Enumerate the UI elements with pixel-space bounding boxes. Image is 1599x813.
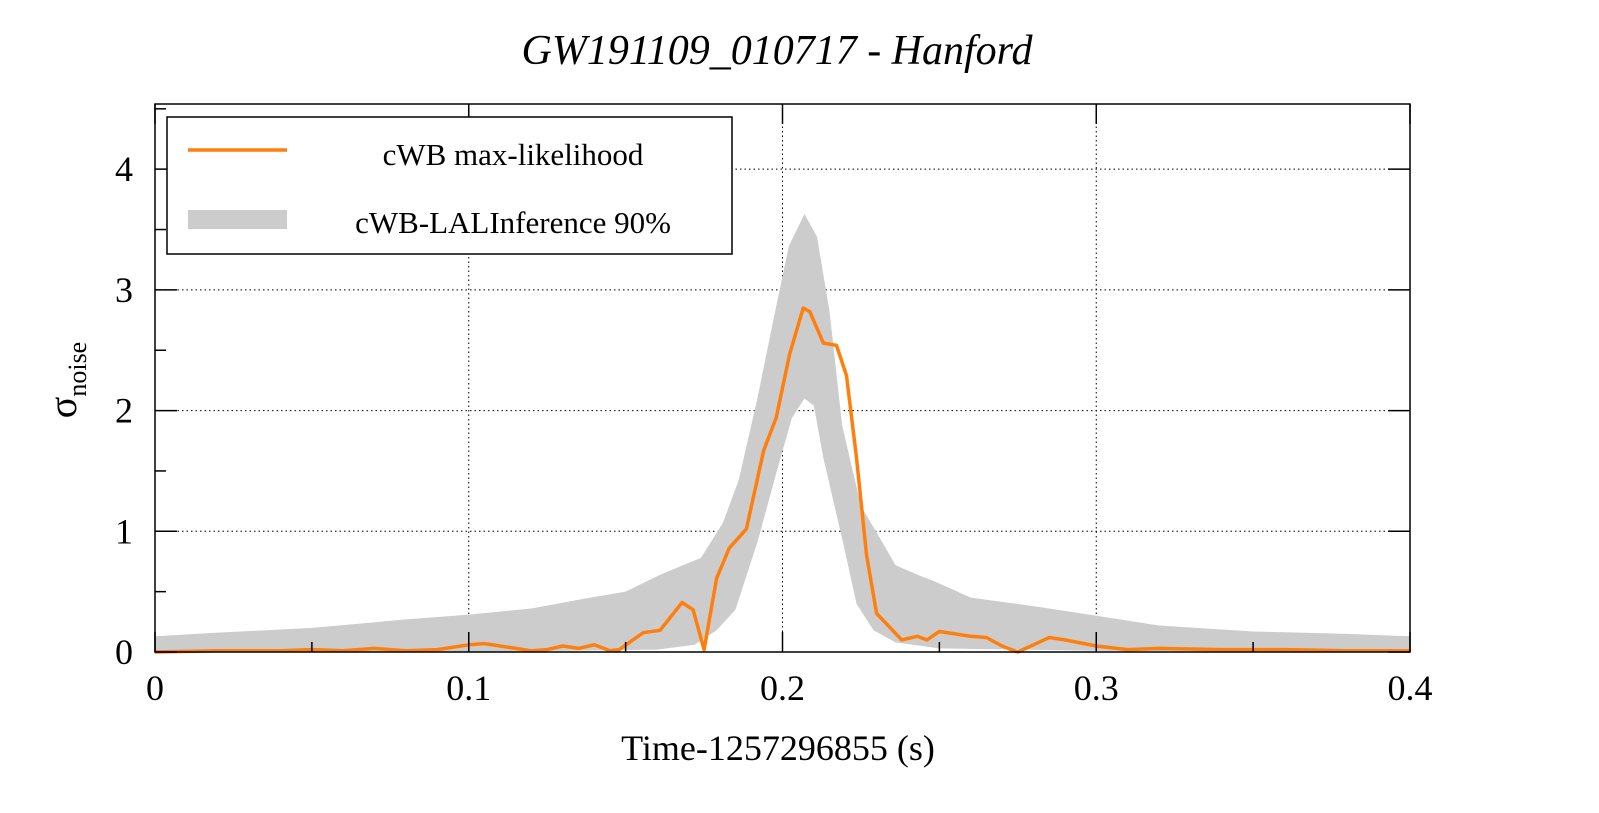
max-likelihood-line [154,306,1410,654]
legend-band-swatch [188,210,287,229]
x-tick-label: 0.3 [1074,668,1119,708]
x-tick-labels: 0 0.1 0.2 0.3 0.4 [146,668,1433,708]
legend-label-line: cWB max-likelihood [383,137,644,172]
line-layer [154,306,1410,654]
y-tick-label: 0 [115,632,133,672]
legend: cWB max-likelihood cWB-LALInference 90% [166,116,733,255]
y-tick-label: 1 [115,511,133,551]
y-axis-label: σnoise [40,342,92,418]
svg-text:σnoise: σnoise [40,342,92,418]
x-tick-label: 0 [146,668,164,708]
confidence-band-90 [155,213,1410,652]
y-tick-label: 4 [115,149,133,189]
confidence-band-layer [155,213,1410,652]
y-tick-label: 2 [115,391,133,431]
chart-title: GW191109_010717 - Hanford [522,28,1034,74]
legend-box [166,116,733,255]
x-tick-label: 0.1 [446,668,491,708]
legend-label-band: cWB-LALInference 90% [355,205,671,240]
x-tick-label: 0.4 [1388,668,1433,708]
ticks [154,104,1411,653]
y-tick-labels: 0 1 2 3 4 [115,149,133,672]
y-axis-label-subscript: noise [63,342,92,397]
y-tick-label: 3 [115,270,133,310]
y-axis-label-symbol: σ [40,397,85,419]
x-axis-label: Time-1257296855 (s) [621,728,935,768]
x-tick-label: 0.2 [760,668,805,708]
